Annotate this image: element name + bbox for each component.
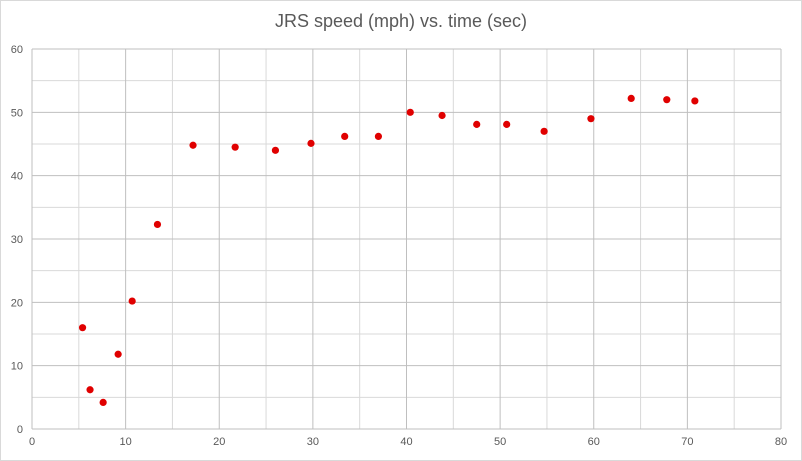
major-gridlines [31,48,782,430]
x-tick-label: 40 [400,436,412,448]
data-point [307,139,315,147]
y-tick-label: 60 [11,44,23,56]
data-point [189,141,197,149]
data-point [438,111,446,120]
x-axis-tick-labels: 0 10 20 30 40 50 60 70 80 [29,436,787,448]
data-point [271,146,280,154]
x-tick-label: 0 [29,436,35,448]
chart-title: JRS speed (mph) vs. time (sec) [274,11,528,31]
y-tick-label: 20 [11,297,23,309]
data-point [231,143,239,151]
data-point [691,97,699,105]
x-tick-label: 70 [681,436,693,448]
x-tick-label: 30 [307,436,319,448]
data-point [540,127,548,135]
y-tick-label: 30 [11,234,23,246]
y-tick-label: 50 [11,107,23,119]
y-tick-label: 40 [11,171,23,183]
x-tick-label: 80 [775,436,787,448]
data-point [114,350,122,358]
data-point [86,386,94,394]
data-point [587,115,595,123]
data-points [78,94,699,406]
data-point [627,94,635,102]
data-point [374,132,383,140]
data-point [503,120,511,128]
x-tick-label: 50 [494,436,506,448]
data-point [153,220,162,229]
x-tick-label: 60 [588,436,600,448]
data-point [663,96,671,104]
data-point [78,324,87,332]
data-point [473,120,481,128]
data-point [406,108,414,116]
data-point [341,132,349,140]
data-point [99,398,107,406]
x-tick-label: 20 [213,436,225,448]
y-tick-label: 0 [17,424,23,436]
y-tick-label: 10 [11,361,23,373]
y-axis-tick-labels: 0 10 20 30 40 50 60 [11,44,23,436]
data-point [128,297,136,305]
x-tick-label: 10 [120,436,132,448]
